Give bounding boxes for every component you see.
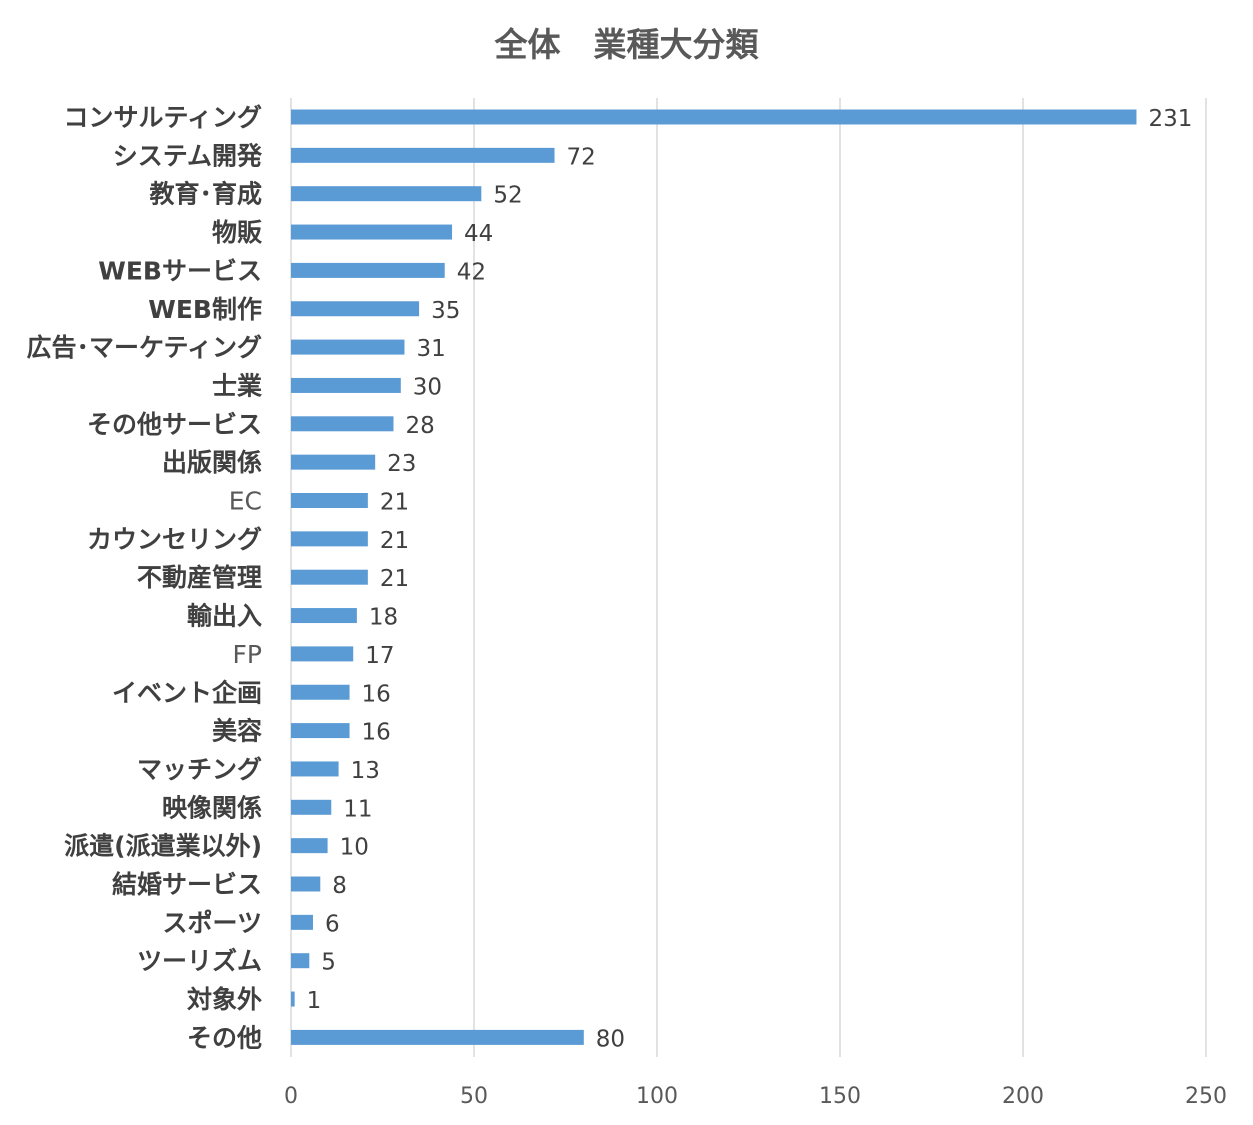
- category-label: スポーツ: [162, 908, 262, 937]
- category-label: 出版関係: [162, 448, 262, 477]
- category-label: 輸出入: [187, 602, 262, 631]
- data-label: 52: [493, 183, 522, 209]
- category-label: 映像関係: [162, 793, 262, 822]
- x-tick-label: 50: [460, 1084, 488, 1109]
- data-label: 30: [413, 374, 442, 400]
- bar: [291, 914, 313, 930]
- chart-title: 全体 業種大分類: [494, 25, 759, 64]
- bar: [291, 876, 321, 892]
- bar: [291, 301, 420, 317]
- data-label: 1: [307, 988, 322, 1014]
- category-label: その他サービス: [87, 410, 262, 439]
- category-label: 教育･育成: [149, 180, 262, 209]
- bar: [291, 493, 368, 508]
- category-label: FP: [233, 640, 262, 669]
- data-label: 35: [431, 298, 460, 324]
- data-label: 16: [362, 681, 391, 707]
- category-label: カウンセリング: [87, 525, 262, 554]
- category-label: コンサルティング: [63, 103, 262, 132]
- data-labels: 2317252444235313028232121211817161613111…: [307, 106, 1193, 1052]
- category-label: 結婚サービス: [112, 870, 262, 899]
- data-label: 72: [567, 144, 596, 170]
- bar: [291, 454, 376, 470]
- x-tick-label: 200: [1002, 1084, 1044, 1109]
- data-label: 31: [416, 336, 445, 362]
- category-label: その他: [187, 1023, 262, 1052]
- category-label: ツーリズム: [137, 947, 262, 976]
- category-label: マッチング: [137, 755, 262, 784]
- category-label: イベント企画: [112, 678, 262, 707]
- x-tick-labels: 0 50 100 150 200 250: [284, 1084, 1227, 1109]
- category-label: システム開発: [113, 141, 263, 170]
- bar: [291, 723, 350, 739]
- bar: [291, 799, 332, 815]
- data-label: 231: [1148, 106, 1192, 132]
- category-label: WEB制作: [148, 295, 262, 324]
- x-tick-label: 100: [636, 1084, 678, 1109]
- bar: [291, 339, 405, 355]
- x-tick-label: 250: [1185, 1084, 1227, 1109]
- data-label: 21: [380, 490, 409, 516]
- data-label: 21: [380, 566, 409, 592]
- category-label: 物販: [212, 218, 263, 247]
- bar: [291, 608, 357, 624]
- data-label: 17: [365, 643, 394, 669]
- x-tick-label: 0: [284, 1084, 298, 1109]
- bar: [291, 377, 401, 393]
- data-label: 6: [325, 911, 340, 937]
- category-label: 派遣(派遣業以外): [64, 832, 262, 861]
- bar: [291, 416, 394, 432]
- data-label: 42: [457, 259, 486, 285]
- bar: [291, 761, 339, 777]
- bar: [291, 646, 354, 662]
- bar: [291, 569, 368, 585]
- bar: [291, 838, 328, 854]
- bar: [291, 186, 482, 202]
- data-label: 28: [405, 413, 434, 439]
- category-label: EC: [229, 487, 262, 516]
- category-label: 広告･マーケティング: [26, 333, 262, 362]
- data-label: 8: [332, 873, 347, 899]
- bar: [291, 147, 555, 163]
- bar: [291, 531, 368, 547]
- bar: [291, 991, 295, 1007]
- data-label: 13: [351, 758, 380, 784]
- category-label: WEBサービス: [98, 256, 262, 285]
- data-label: 21: [380, 528, 409, 554]
- category-label: 美容: [212, 717, 262, 746]
- data-label: 23: [387, 451, 416, 477]
- data-label: 10: [340, 835, 369, 861]
- bar: [291, 953, 310, 969]
- data-label: 80: [596, 1026, 625, 1052]
- category-label: 士業: [212, 371, 262, 400]
- bar: [291, 1029, 584, 1045]
- bar: [291, 109, 1137, 125]
- data-label: 18: [369, 605, 398, 631]
- bar: [291, 684, 350, 700]
- data-label: 44: [464, 221, 493, 247]
- data-label: 5: [321, 950, 336, 976]
- bar: [291, 224, 453, 240]
- grid-lines: [290, 98, 1207, 1057]
- bar: [291, 262, 445, 278]
- data-label: 11: [343, 796, 372, 822]
- data-label: 16: [362, 720, 391, 746]
- category-label: 対象外: [187, 985, 262, 1014]
- category-label: 不動産管理: [137, 563, 262, 592]
- x-tick-label: 150: [819, 1084, 861, 1109]
- bars: [291, 109, 1137, 1045]
